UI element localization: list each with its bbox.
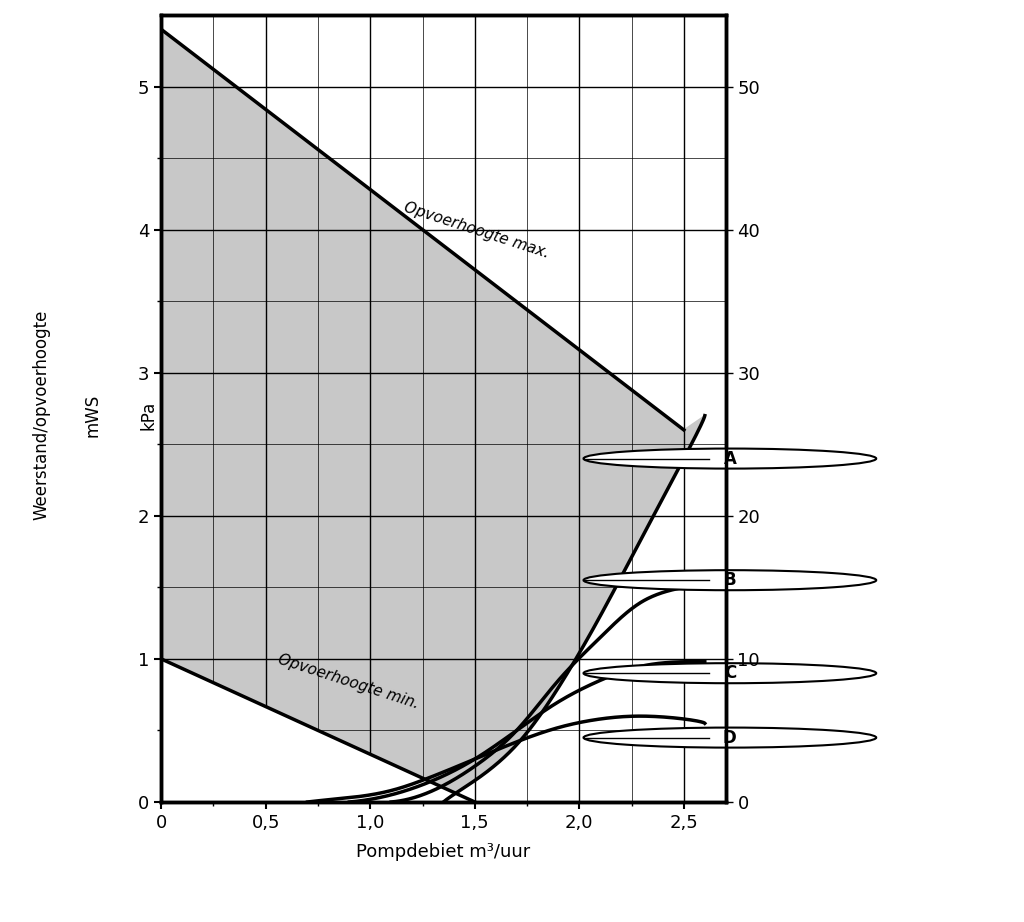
Text: Weerstand/opvoerhoogte: Weerstand/opvoerhoogte — [32, 310, 50, 520]
Text: A: A — [723, 450, 736, 467]
Circle shape — [584, 570, 877, 590]
Text: C: C — [724, 664, 736, 682]
Text: mWS: mWS — [83, 394, 101, 436]
Circle shape — [584, 663, 877, 683]
Text: D: D — [723, 728, 736, 747]
Text: kPa: kPa — [139, 400, 158, 430]
Circle shape — [584, 727, 877, 748]
Text: Opvoerhoogte max.: Opvoerhoogte max. — [401, 200, 551, 261]
Polygon shape — [161, 659, 475, 802]
Text: Opvoerhoogte min.: Opvoerhoogte min. — [276, 652, 421, 712]
X-axis label: Pompdebiet m³/uur: Pompdebiet m³/uur — [356, 843, 530, 861]
Text: B: B — [724, 572, 736, 589]
Polygon shape — [161, 30, 705, 802]
Circle shape — [584, 449, 877, 468]
